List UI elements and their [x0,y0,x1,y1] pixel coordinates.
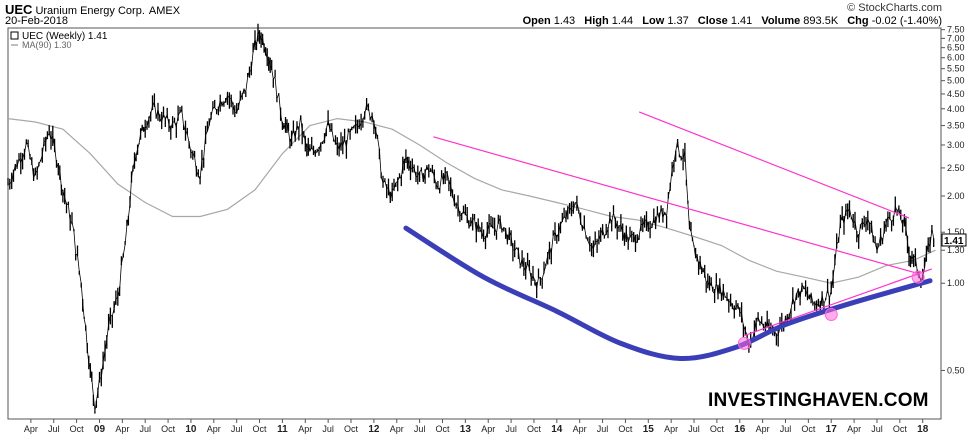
cup-curve [403,225,933,361]
y-tick-label: 7.00 [947,33,965,43]
low-value: 1.37 [667,15,689,27]
x-tick-label: 09 [94,424,106,435]
x-tick-label: Oct [893,424,908,434]
trend-line [638,111,910,219]
brand-watermark: INVESTINGHAVEN.COM [708,390,929,411]
open-label: Open [522,15,551,27]
low-label: Low [642,15,665,27]
y-tick-label: 7.50 [947,25,965,35]
trend-line [433,136,919,275]
company-name: Uranium Energy Corp. [35,5,145,17]
x-tick-label: Oct [344,424,359,434]
ma90-line [7,117,936,284]
x-tick-label: Oct [801,424,816,434]
x-tick-label: Jul [780,424,792,434]
x-tick-label: Jul [414,424,426,434]
x-tick-label: Jul [231,424,243,434]
volume-label: Volume [761,15,801,27]
x-tick-label: Oct [435,424,450,434]
change-label: Chg [847,15,869,27]
legend-ma-label: MA(90) 1.30 [22,40,72,50]
x-tick-label: Apr [664,424,678,434]
y-tick-label: 2.00 [947,191,965,201]
copyright: © StockCharts.com [847,2,942,14]
y-tick-label: 2.50 [947,163,965,173]
close-value: 1.41 [730,15,753,27]
price-bars [7,23,935,414]
x-tick-label: Apr [481,424,495,434]
x-tick-label: Oct [618,424,633,434]
y-tick-label: 1.00 [947,278,965,288]
y-tick-label: 0.50 [947,365,965,375]
touch-circle [824,308,838,322]
x-tick-label: Jul [139,424,151,434]
x-tick-label: 18 [917,424,929,435]
x-tick-label: 15 [643,424,655,435]
high-label: High [584,15,609,27]
x-tick-label: Apr [298,424,312,434]
x-tick-label: 16 [734,424,746,435]
symbol-line: UEC Uranium Energy Corp. AMEX [5,2,180,17]
y-tick-label: 3.50 [947,121,965,131]
x-tick-label: Jul [688,424,700,434]
chart-date: 20-Feb-2018 [5,15,68,27]
y-tick-label: 1.30 [947,245,965,255]
x-tick-label: Apr [847,424,861,434]
plot-frame [7,27,942,420]
x-tick-label: Apr [115,424,129,434]
last-value-label: 1.41 [944,236,964,247]
y-tick-label: 4.50 [947,89,965,99]
price-line [7,29,935,412]
x-tick-label: Oct [527,424,542,434]
change-value: -0.02 (-1.40%) [871,15,942,27]
x-tick-label: Apr [756,424,770,434]
last-value-box [941,233,967,247]
y-tick-label: 6.00 [947,53,965,63]
y-tick-label: 5.00 [947,76,965,86]
x-tick-label: 11 [277,424,288,435]
legend-price-swatch [10,31,19,40]
y-tick-label: 3.00 [947,140,965,150]
x-tick-label: Oct [161,424,176,434]
trend-line [744,268,933,337]
x-tick-label: Jul [505,424,517,434]
x-tick-label: Oct [253,424,268,434]
x-tick-label: 12 [368,424,380,435]
volume-value: 893.5K [803,15,839,27]
x-tick-label: Jul [322,424,334,434]
y-tick-label: 5.50 [947,64,965,74]
x-tick-label: Jul [597,424,609,434]
x-tick-label: Apr [390,424,404,434]
touch-circle [911,270,925,284]
touch-circle [737,336,751,350]
x-tick-label: 10 [185,424,197,435]
y-tick-label: 1.50 [947,227,965,237]
y-tick-label: 4.00 [947,104,965,114]
x-tick-label: Apr [24,424,38,434]
x-tick-label: 13 [460,424,472,435]
high-value: 1.44 [611,15,634,27]
x-tick-label: Jul [871,424,883,434]
x-tick-label: 14 [551,424,563,435]
x-tick-label: Oct [710,424,725,434]
chart-header: UEC Uranium Energy Corp. AMEX 20-Feb-2018 … [0,0,972,28]
symbol: UEC [5,2,33,17]
x-tick-label: Apr [207,424,221,434]
close-label: Close [697,15,728,27]
x-tick-label: Jul [48,424,60,434]
x-tick-label: 17 [826,424,838,435]
y-tick-label: 6.50 [947,43,965,53]
x-tick-label: Oct [70,424,85,434]
open-value: 1.43 [553,15,576,27]
ohlc-bar: Open 1.43 High 1.44 Low 1.37 Close 1.41 … [523,15,942,27]
x-tick-label: Apr [573,424,587,434]
legend-price-label: UEC (Weekly) 1.41 [22,31,108,42]
exchange: AMEX [148,5,181,17]
